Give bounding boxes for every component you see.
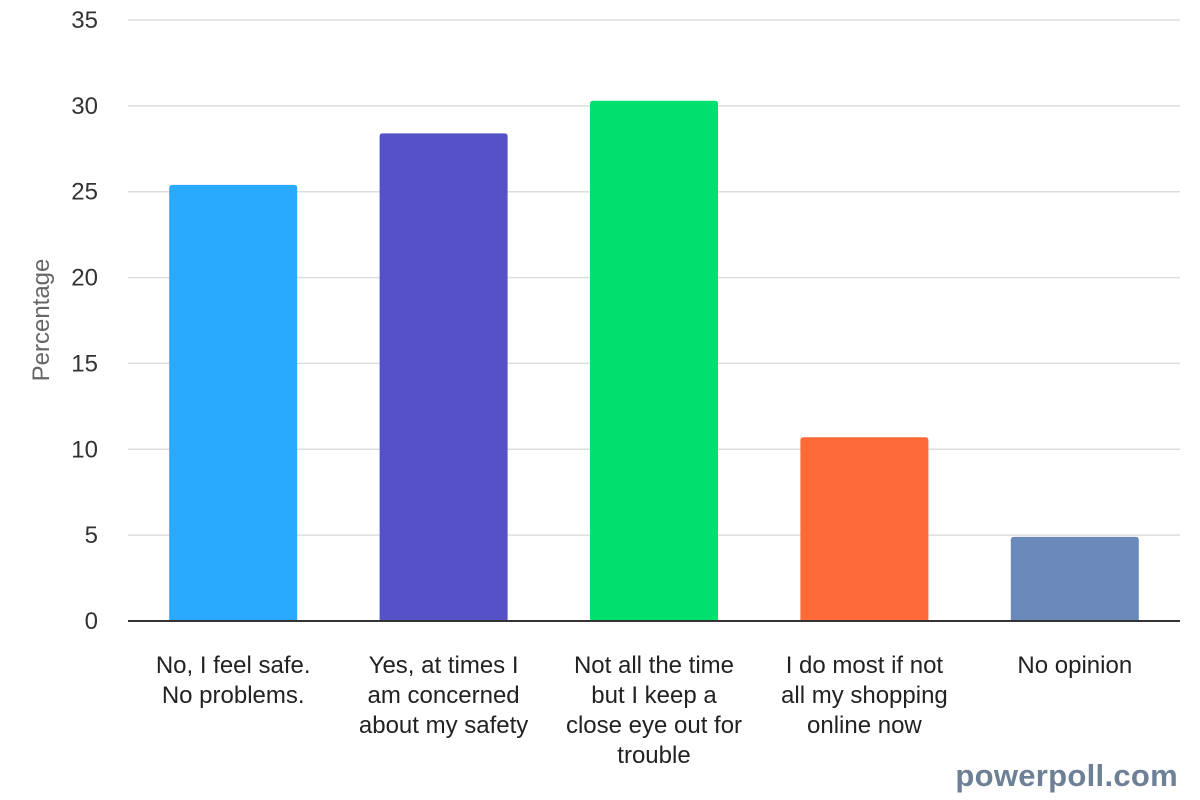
bar — [379, 133, 508, 622]
category-label-line: No opinion — [1017, 652, 1132, 679]
y-tick-label: 10 — [71, 436, 98, 463]
y-tick-label: 30 — [71, 93, 98, 120]
category-label-line: Yes, at times I — [369, 652, 519, 679]
category-label-line: Not all the time — [574, 652, 734, 679]
bars — [169, 100, 1139, 622]
y-tick-label: 5 — [85, 522, 98, 549]
watermark: powerpoll.com — [955, 758, 1178, 793]
y-tick-label: 15 — [71, 350, 98, 377]
category-label-line: I do most if not — [786, 652, 944, 679]
category-label-line: No, I feel safe. — [156, 652, 311, 679]
y-tick-labels: 0 5 10 15 20 25 30 35 — [71, 7, 98, 635]
y-tick-label: 0 — [85, 608, 98, 635]
category-label-line: trouble — [617, 742, 690, 769]
bar — [800, 437, 929, 621]
category-label-line: online now — [807, 712, 922, 739]
category-label-line: No problems. — [162, 682, 305, 709]
category-label: Yes, at times I am concerned about my safe… — [359, 652, 528, 739]
category-label: No, I feel safe. No problems. — [156, 652, 311, 709]
category-label-line: but I keep a — [591, 682, 717, 709]
bar — [1010, 536, 1139, 621]
category-label: No opinion — [1017, 652, 1132, 679]
category-labels: No, I feel safe. No problems. Yes, at time… — [156, 652, 1132, 769]
bar — [169, 184, 298, 622]
category-label: I do most if not all my shopping online no… — [781, 652, 948, 739]
y-tick-label: 20 — [71, 265, 98, 292]
y-axis-title: Percentage — [28, 259, 55, 382]
category-label-line: close eye out for — [566, 712, 742, 739]
y-tick-label: 35 — [71, 7, 98, 34]
category-label-line: about my safety — [359, 712, 528, 739]
category-label: Not all the time but I keep a close eye ou… — [566, 652, 742, 769]
category-label-line: am concerned — [368, 682, 520, 709]
y-tick-label: 25 — [71, 179, 98, 206]
bar — [590, 100, 718, 622]
category-label-line: all my shopping — [781, 682, 948, 709]
